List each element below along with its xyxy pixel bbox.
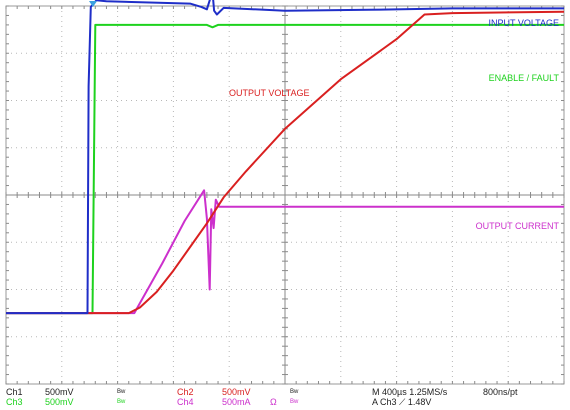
readout-row-2: Ch3 500mV Bw Ch4 500mA Ω Bw A Ch3 ⟋ 1.48… <box>0 397 570 408</box>
trace-label-layer: INPUT VOLTAGE ENABLE / FAULT OUTPUT VOLT… <box>229 18 559 231</box>
resolution-readout: 800ns/pt <box>483 387 518 397</box>
ch1-scale: 500mV <box>45 387 74 397</box>
timebase-readout: M 400µs 1.25MS/s <box>372 387 448 397</box>
trace-label-output-current: OUTPUT CURRENT <box>476 221 560 231</box>
ch2-scale: 500mV <box>222 387 251 397</box>
ch3-label: Ch3 <box>6 397 23 407</box>
readout-row-1: Ch1 500mV Bw Ch2 500mV Bw M 400µs 1.25MS… <box>0 387 570 398</box>
ch3-bw-icon: Bw <box>117 399 126 405</box>
trace-input-voltage <box>6 0 564 315</box>
ch1-label: Ch1 <box>6 387 23 397</box>
ch4-label: Ch4 <box>177 397 194 407</box>
trace-layer <box>6 0 565 315</box>
graticule <box>5 5 565 385</box>
trigger-marker <box>89 1 97 7</box>
ch3-scale: 500mV <box>45 397 74 407</box>
trace-label-enable-fault: ENABLE / FAULT <box>489 73 560 83</box>
ch4-scale: 500mA <box>222 397 251 407</box>
ch2-label: Ch2 <box>177 387 194 397</box>
ohm-icon: Ω <box>270 397 277 407</box>
ch2-bw-icon: Bw <box>290 389 299 395</box>
trace-label-output-voltage: OUTPUT VOLTAGE <box>229 88 310 98</box>
trace-label-input-voltage: INPUT VOLTAGE <box>488 18 559 28</box>
ch1-bw-icon: Bw <box>117 389 126 395</box>
trace-output-voltage <box>6 10 565 315</box>
scope-readout: Ch1 500mV Bw Ch2 500mV Bw M 400µs 1.25MS… <box>0 386 570 410</box>
ch4-bw-icon: Bw <box>290 399 299 405</box>
trigger-readout: A Ch3 ⟋ 1.48V <box>372 397 432 407</box>
trace-output-current <box>6 189 564 315</box>
